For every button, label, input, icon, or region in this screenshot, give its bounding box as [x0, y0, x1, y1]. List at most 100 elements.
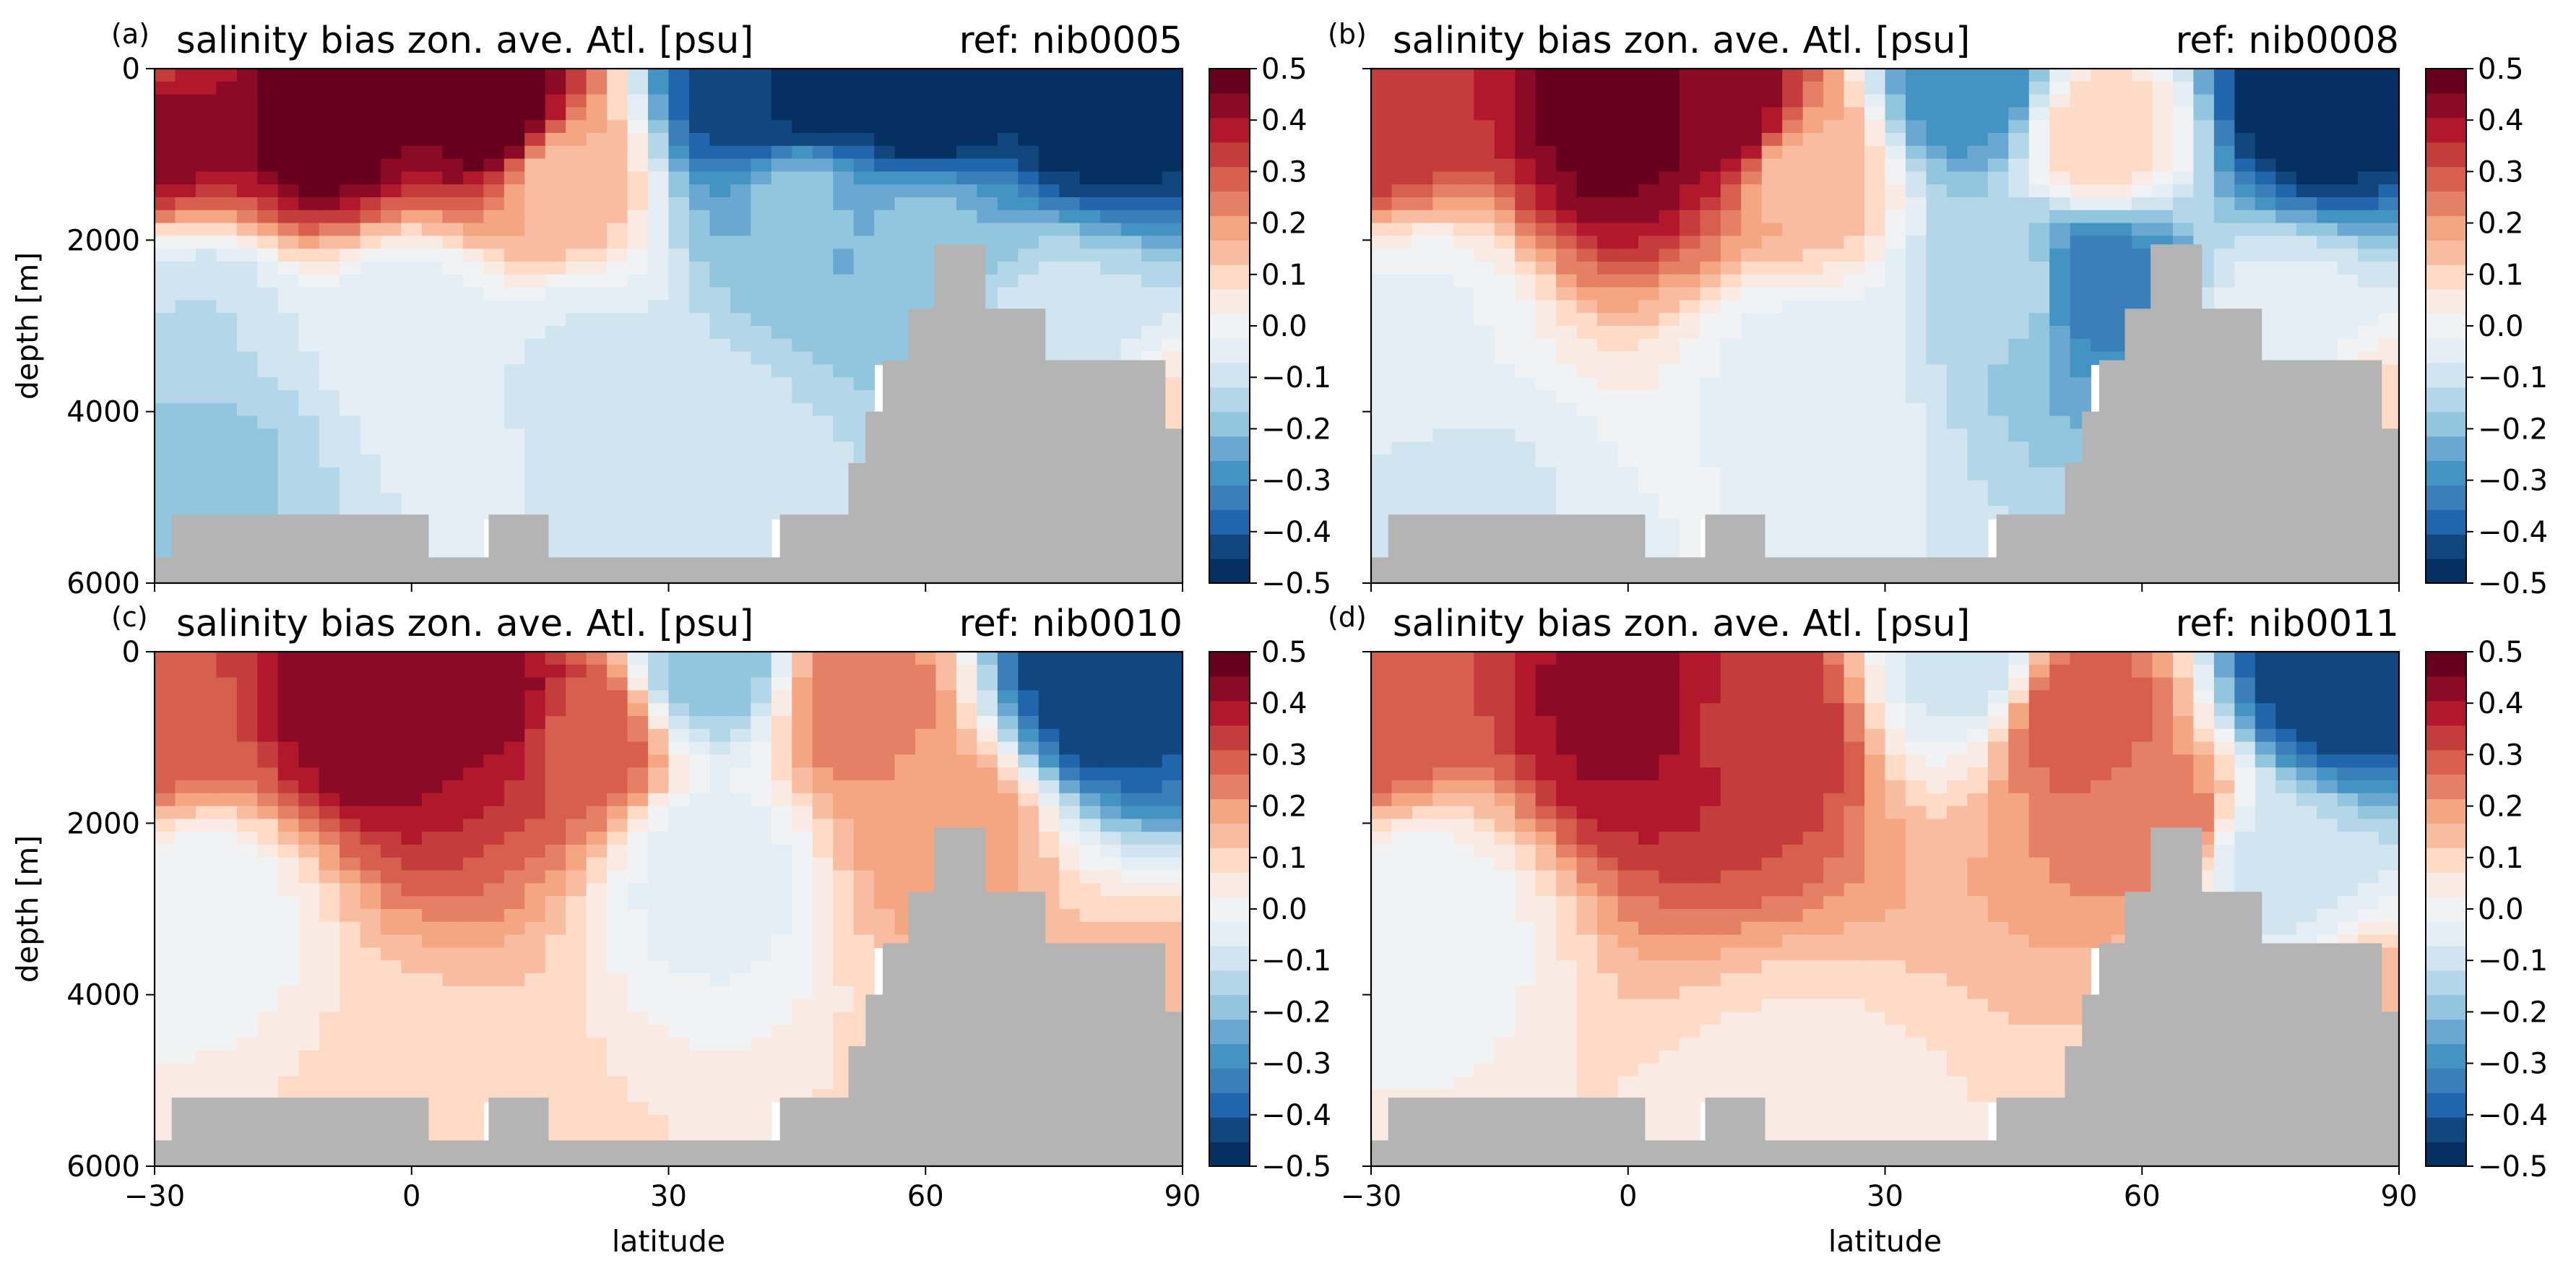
field-cell	[1141, 210, 1163, 224]
field-cell	[1371, 832, 1393, 845]
field-cell	[1576, 69, 1598, 82]
field-cell	[668, 780, 690, 794]
field-cell	[1162, 262, 1183, 275]
field-cell	[586, 390, 608, 404]
field-cell	[1120, 107, 1142, 121]
field-cell	[1844, 171, 1865, 185]
field-cell	[1864, 274, 1886, 288]
field-cell	[1120, 754, 1142, 768]
field-cell	[730, 1025, 752, 1038]
field-cell	[340, 351, 361, 366]
field-cell	[195, 934, 217, 949]
field-cell	[524, 677, 546, 691]
field-cell	[894, 133, 916, 147]
field-cell	[1474, 377, 1495, 391]
field-cell	[607, 652, 628, 665]
field-cell	[298, 947, 320, 961]
field-cell	[1535, 313, 1557, 327]
field-cell	[586, 652, 608, 665]
field-cell	[216, 1012, 238, 1025]
field-cell	[1038, 677, 1060, 691]
field-cell	[2152, 94, 2174, 108]
field-cell	[668, 870, 690, 884]
field-cell	[381, 793, 402, 807]
field-cell	[2234, 274, 2256, 288]
field-cell	[627, 223, 649, 237]
field-cell	[1494, 377, 1516, 391]
field-cell	[483, 274, 505, 288]
field-cell	[503, 986, 526, 1000]
field-cell	[1802, 377, 1824, 391]
field-cell	[319, 703, 340, 717]
field-cell	[483, 69, 505, 82]
field-cell	[319, 402, 340, 417]
x-tick-label: 30	[650, 1180, 687, 1213]
field-cell	[874, 236, 896, 249]
field-cell	[545, 947, 566, 961]
field-cell	[730, 806, 752, 820]
field-cell	[360, 896, 381, 910]
field-cell	[155, 262, 176, 275]
field-cell	[1453, 197, 1475, 211]
field-cell	[648, 677, 670, 691]
field-cell	[771, 999, 793, 1013]
field-cell	[1432, 249, 1454, 262]
field-cell	[483, 364, 505, 378]
field-cell	[236, 171, 259, 185]
field-cell	[1905, 313, 1927, 327]
field-cell	[298, 120, 320, 134]
field-cell	[1885, 338, 1906, 353]
field-cell	[216, 493, 238, 507]
field-cell	[401, 973, 423, 987]
field-cell	[1100, 236, 1122, 249]
field-cell	[688, 1025, 711, 1038]
field-cell	[442, 883, 464, 897]
field-cell	[545, 351, 566, 366]
field-cell	[709, 870, 731, 884]
field-cell	[586, 364, 608, 378]
field-cell	[340, 1076, 361, 1090]
field-cell	[1576, 94, 1598, 108]
field-cell	[195, 857, 217, 871]
field-cell	[1987, 415, 2010, 430]
field-cell	[360, 652, 381, 665]
field-cell	[771, 428, 793, 442]
field-cell	[360, 870, 381, 884]
field-cell	[462, 819, 485, 832]
field-cell	[545, 999, 566, 1013]
field-cell	[894, 806, 916, 820]
field-cell	[1412, 197, 1434, 211]
field-cell	[298, 845, 320, 858]
field-cell	[401, 716, 423, 730]
field-cell	[1885, 480, 1906, 494]
field-cell	[421, 262, 444, 275]
field-cell	[771, 94, 793, 108]
field-cell	[1371, 390, 1393, 404]
field-cell	[1432, 390, 1454, 404]
field-cell	[155, 300, 176, 314]
field-cell	[236, 832, 259, 845]
field-cell	[1844, 107, 1865, 121]
field-cell	[1576, 441, 1598, 455]
colorbar-segment	[1209, 289, 1250, 314]
field-cell	[1100, 896, 1122, 910]
field-cell	[319, 480, 340, 494]
field-cell	[1987, 428, 2010, 442]
field-cell	[668, 184, 690, 198]
field-cell	[1371, 973, 1393, 987]
field-cell	[586, 184, 608, 198]
field-cell	[257, 81, 279, 95]
field-cell	[1700, 262, 1721, 275]
field-cell	[381, 300, 402, 314]
field-cell	[257, 754, 279, 768]
field-cell	[1720, 262, 1742, 275]
field-cell	[155, 1038, 176, 1051]
field-cell	[462, 921, 485, 936]
field-cell	[1946, 467, 1968, 481]
field-cell	[483, 467, 505, 481]
field-cell	[730, 921, 752, 936]
field-cell	[2378, 249, 2400, 262]
field-cell	[1576, 390, 1598, 404]
field-cell	[709, 1050, 731, 1064]
field-cell	[1059, 210, 1081, 224]
